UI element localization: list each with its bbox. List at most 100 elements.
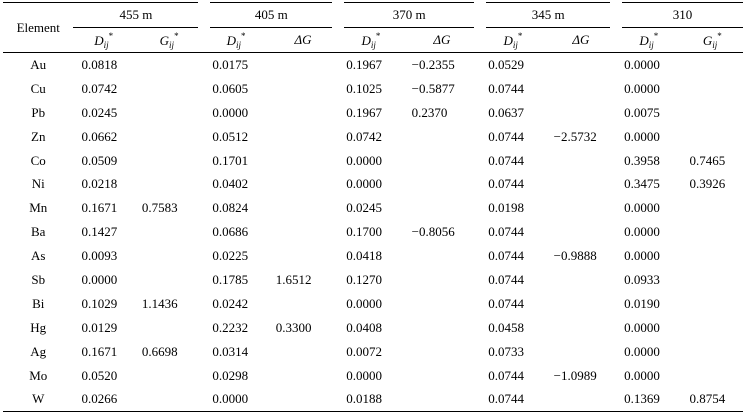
value-cell: 0.0175 bbox=[212, 56, 249, 72]
value-cell: 0.0744 bbox=[488, 367, 524, 383]
value-cell: 1.6512 bbox=[275, 271, 312, 287]
value-cell bbox=[404, 316, 481, 340]
value-cell: 0.0298 bbox=[212, 367, 249, 383]
element-cell: Co bbox=[30, 152, 46, 168]
value-cell bbox=[134, 101, 204, 125]
value-cell: −0.2355 bbox=[411, 56, 455, 72]
value-cell: 0.1700 bbox=[346, 224, 382, 240]
value-cell bbox=[682, 77, 743, 101]
value-cell: 0.1369 bbox=[616, 387, 682, 413]
element-cell: Cu bbox=[30, 80, 46, 96]
value-cell: 0.0744 bbox=[488, 176, 524, 192]
value-cell: 0.0744 bbox=[488, 128, 524, 144]
value-cell bbox=[133, 387, 205, 413]
element-cell: Ni bbox=[31, 176, 45, 192]
value-cell bbox=[682, 53, 743, 77]
table-row: Co 0.0509 0.1701 0.0000 0.0744 0.3958 0.7465 bbox=[3, 149, 743, 173]
value-cell bbox=[134, 53, 204, 77]
value-cell: 0.0218 bbox=[81, 176, 118, 192]
value-cell bbox=[134, 77, 204, 101]
value-cell: 0.0605 bbox=[212, 80, 249, 96]
value-cell bbox=[268, 364, 338, 388]
value-cell: 0.0000 bbox=[346, 367, 382, 383]
variable-header: Dij* bbox=[616, 27, 682, 53]
value-cell bbox=[268, 77, 338, 101]
value-cell bbox=[682, 220, 743, 244]
value-cell: 0.0000 bbox=[624, 128, 660, 144]
value-cell bbox=[682, 292, 743, 316]
table-row: Pb 0.0245 0.0000 0.1967 0.2370 0.0637 0.0075 bbox=[3, 101, 743, 125]
variable-superscript: * bbox=[517, 30, 523, 41]
value-cell bbox=[268, 340, 338, 364]
value-cell: 0.0662 bbox=[81, 128, 118, 144]
value-cell: 0.0245 bbox=[81, 104, 118, 120]
variable-subscript: ij bbox=[169, 39, 175, 50]
value-cell: 0.0225 bbox=[212, 248, 249, 264]
value-cell bbox=[546, 77, 616, 101]
value-cell bbox=[546, 172, 616, 196]
value-cell bbox=[134, 149, 204, 173]
value-cell bbox=[268, 53, 338, 77]
value-cell: 0.0418 bbox=[346, 248, 382, 264]
value-cell: 0.0000 bbox=[624, 319, 660, 335]
value-cell: 0.6698 bbox=[141, 343, 178, 359]
value-cell bbox=[546, 268, 616, 292]
value-cell bbox=[545, 387, 617, 413]
element-cell: Mo bbox=[29, 367, 48, 383]
value-cell bbox=[404, 364, 481, 388]
table-row: Bi 0.1029 1.1436 0.0242 0.0000 0.0744 0.0190 bbox=[3, 292, 743, 316]
table-row: Hg 0.0129 0.2232 0.3300 0.0408 0.0458 0.0000 bbox=[3, 316, 743, 340]
value-cell bbox=[546, 101, 616, 125]
table-row: Ba 0.1427 0.0686 0.1700 −0.8056 0.0744 0.0000 bbox=[3, 220, 743, 244]
value-cell: 0.0637 bbox=[488, 104, 524, 120]
table-row: Ag 0.1671 0.6698 0.0314 0.0072 0.0733 0.0000 bbox=[3, 340, 743, 364]
value-cell bbox=[404, 292, 481, 316]
value-cell bbox=[134, 172, 204, 196]
element-cell: Ag bbox=[30, 343, 47, 359]
value-cell: 0.3926 bbox=[689, 176, 726, 192]
table-row: As 0.0093 0.0225 0.0418 0.0744 −0.9888 0.0000 bbox=[3, 244, 743, 268]
variable-header: Dij* bbox=[204, 27, 268, 53]
value-cell: 0.1967 bbox=[346, 56, 382, 72]
value-cell: 0.7465 bbox=[689, 152, 726, 168]
variable-symbol: ΔG bbox=[572, 32, 590, 47]
group-header-405m: 405 m bbox=[198, 2, 339, 28]
value-cell: 0.0000 bbox=[624, 367, 660, 383]
value-cell bbox=[267, 387, 339, 413]
value-cell bbox=[682, 316, 743, 340]
value-cell: 0.0000 bbox=[624, 80, 660, 96]
value-cell: 0.0744 bbox=[488, 248, 524, 264]
variable-symbol: D bbox=[226, 32, 236, 48]
value-cell bbox=[404, 149, 481, 173]
value-cell bbox=[268, 172, 338, 196]
value-cell: 0.0266 bbox=[73, 387, 134, 413]
value-cell: 0.3475 bbox=[624, 176, 660, 192]
value-cell bbox=[268, 196, 338, 220]
variable-symbol: D bbox=[503, 32, 513, 48]
value-cell: 0.0000 bbox=[624, 248, 660, 264]
value-cell: 0.0742 bbox=[346, 128, 382, 144]
variable-symbol: G bbox=[159, 32, 170, 48]
variable-superscript: * bbox=[653, 30, 659, 41]
variable-subscript: ij bbox=[103, 39, 109, 50]
variable-header: Dij* bbox=[73, 27, 134, 53]
value-cell: 0.0000 bbox=[624, 200, 660, 216]
group-header-345m: 345 m bbox=[474, 2, 617, 28]
value-cell: 0.0686 bbox=[212, 224, 249, 240]
value-cell bbox=[546, 196, 616, 220]
value-cell: 0.0000 bbox=[624, 224, 660, 240]
variable-subscript: ij bbox=[512, 39, 518, 50]
value-cell bbox=[268, 244, 338, 268]
value-cell: 0.0000 bbox=[204, 387, 268, 413]
value-cell: 0.0000 bbox=[624, 343, 660, 359]
variable-header: Dij* bbox=[338, 27, 404, 53]
value-cell bbox=[546, 292, 616, 316]
value-cell bbox=[682, 244, 743, 268]
value-cell: 0.1270 bbox=[346, 271, 382, 287]
variable-superscript: * bbox=[108, 30, 114, 41]
variable-superscript: * bbox=[241, 30, 246, 41]
table-row: Au 0.0818 0.0175 0.1967 −0.2355 0.0529 0.0000 bbox=[3, 53, 743, 77]
element-cell: W bbox=[3, 387, 74, 413]
variable-subscript: ij bbox=[712, 39, 718, 50]
header-row-groups: Element 455 m 405 m 370 m 345 m 310 bbox=[3, 2, 743, 53]
